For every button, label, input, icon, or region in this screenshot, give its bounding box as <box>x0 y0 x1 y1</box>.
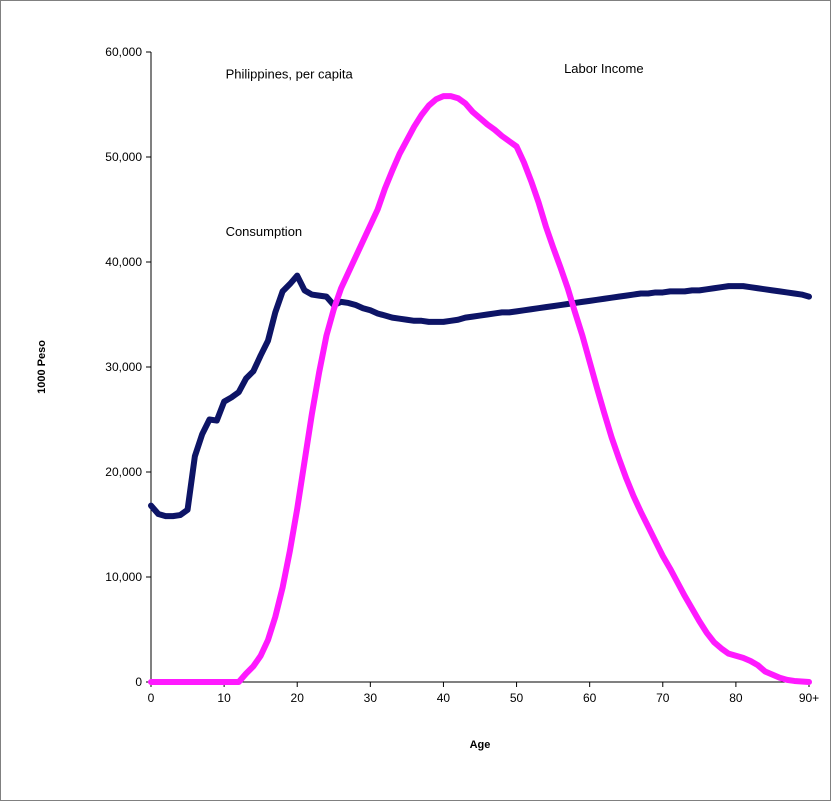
y-tick-label: 10,000 <box>105 570 142 584</box>
x-tick-label: 0 <box>148 691 155 705</box>
y-tick-label: 50,000 <box>105 150 142 164</box>
x-axis-title: Age <box>470 739 491 751</box>
annotation-philippines-per-capita: Philippines, per capita <box>226 66 354 81</box>
series-layer <box>148 93 812 685</box>
axes <box>146 51 810 687</box>
y-axis-title: 1000 Peso <box>36 340 48 394</box>
y-tick-label: 40,000 <box>105 255 142 269</box>
x-tick-label: 40 <box>437 691 451 705</box>
x-tick-label: 60 <box>583 691 597 705</box>
y-tick-label: 0 <box>135 675 142 689</box>
labor-income-line <box>148 93 812 685</box>
x-tick-label: 20 <box>291 691 305 705</box>
annotation-labor-income: Labor Income <box>564 61 644 76</box>
x-tick-label: 70 <box>656 691 670 705</box>
y-tick-label: 60,000 <box>105 45 142 59</box>
y-tick-label: 20,000 <box>105 465 142 479</box>
consumption-line <box>148 272 812 520</box>
x-tick-label: 90+ <box>799 691 819 705</box>
y-tick-label: 30,000 <box>105 360 142 374</box>
x-tick-label: 30 <box>364 691 378 705</box>
x-tick-label: 80 <box>729 691 743 705</box>
annotation-consumption: Consumption <box>226 224 303 239</box>
x-tick-label: 50 <box>510 691 524 705</box>
labels-layer: 0 10,000 20,000 30,000 40,000 50,000 60,000 0 10… <box>36 45 819 751</box>
x-tick-label: 10 <box>217 691 231 705</box>
